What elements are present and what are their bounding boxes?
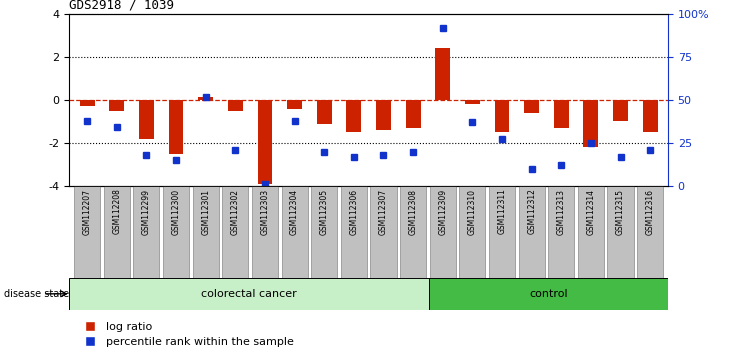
Text: GSM112308: GSM112308 xyxy=(409,189,418,235)
Bar xyxy=(169,100,183,154)
Text: GSM112307: GSM112307 xyxy=(379,189,388,235)
Text: GSM112312: GSM112312 xyxy=(527,189,536,234)
Bar xyxy=(193,186,219,278)
Text: GSM112208: GSM112208 xyxy=(112,189,121,234)
Bar xyxy=(104,186,130,278)
Bar xyxy=(637,186,664,278)
Bar xyxy=(429,278,668,310)
Bar xyxy=(311,186,337,278)
Text: GSM112306: GSM112306 xyxy=(350,189,358,235)
Bar xyxy=(110,100,124,111)
Bar xyxy=(435,48,450,100)
Bar xyxy=(252,186,278,278)
Text: GSM112305: GSM112305 xyxy=(320,189,328,235)
Text: GDS2918 / 1039: GDS2918 / 1039 xyxy=(69,0,174,12)
Text: GSM112311: GSM112311 xyxy=(498,189,507,234)
Text: control: control xyxy=(529,289,567,299)
Bar xyxy=(139,100,154,139)
Bar xyxy=(317,100,331,124)
Text: GSM112310: GSM112310 xyxy=(468,189,477,235)
Bar xyxy=(163,186,189,278)
Bar xyxy=(406,100,420,128)
Text: GSM112309: GSM112309 xyxy=(438,189,447,235)
Text: GSM112302: GSM112302 xyxy=(231,189,239,235)
Text: colorectal cancer: colorectal cancer xyxy=(201,289,297,299)
Bar xyxy=(400,186,426,278)
Text: GSM112299: GSM112299 xyxy=(142,189,151,235)
Bar xyxy=(258,100,272,184)
Bar xyxy=(489,186,515,278)
Text: GSM112301: GSM112301 xyxy=(201,189,210,235)
Bar xyxy=(518,186,545,278)
Bar xyxy=(459,186,485,278)
Text: GSM112315: GSM112315 xyxy=(616,189,625,235)
Legend: log ratio, percentile rank within the sample: log ratio, percentile rank within the sa… xyxy=(75,317,299,352)
Bar xyxy=(199,97,213,100)
Bar xyxy=(222,186,248,278)
Bar xyxy=(370,186,396,278)
Text: GSM112207: GSM112207 xyxy=(82,189,92,235)
Text: GSM112316: GSM112316 xyxy=(645,189,655,235)
Text: GSM112314: GSM112314 xyxy=(586,189,596,235)
Bar xyxy=(287,100,302,109)
Bar xyxy=(524,100,539,113)
Text: GSM112303: GSM112303 xyxy=(261,189,269,235)
Bar xyxy=(554,100,569,128)
Bar xyxy=(347,100,361,132)
Text: GSM112300: GSM112300 xyxy=(172,189,180,235)
Bar xyxy=(228,100,242,111)
Bar xyxy=(613,100,628,121)
Bar xyxy=(578,186,604,278)
Bar xyxy=(495,100,510,132)
Bar xyxy=(465,100,480,104)
Text: GSM112313: GSM112313 xyxy=(557,189,566,235)
Bar xyxy=(80,100,95,107)
Text: disease state: disease state xyxy=(4,289,69,299)
Bar xyxy=(134,186,159,278)
Bar xyxy=(69,278,429,310)
Bar xyxy=(548,186,575,278)
Bar xyxy=(430,186,456,278)
Bar xyxy=(341,186,367,278)
Bar xyxy=(376,100,391,130)
Bar xyxy=(642,100,658,132)
Bar xyxy=(74,186,100,278)
Bar xyxy=(583,100,599,147)
Text: GSM112304: GSM112304 xyxy=(290,189,299,235)
Bar xyxy=(282,186,307,278)
Bar xyxy=(607,186,634,278)
